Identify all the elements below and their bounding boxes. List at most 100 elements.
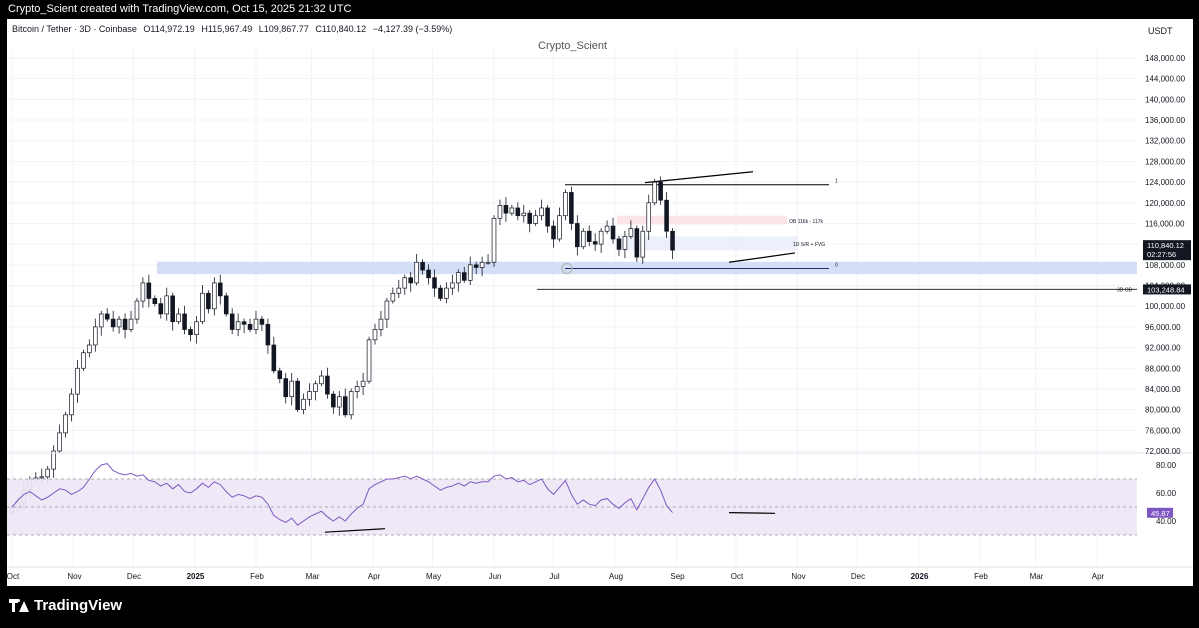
candle — [640, 225, 646, 264]
candle-body — [93, 326, 98, 346]
candle — [670, 228, 675, 259]
candle-body — [235, 321, 241, 330]
legend-close: C110,840.12 — [315, 24, 367, 34]
candle-body — [354, 386, 360, 392]
candle-body — [223, 295, 229, 315]
fib-0-label: 0 — [835, 262, 838, 268]
candle — [229, 308, 235, 335]
candle — [456, 269, 461, 292]
candle-body — [116, 318, 122, 328]
candle-body — [229, 313, 235, 330]
candle-body — [200, 292, 205, 323]
time-tick-label: 2025 — [187, 572, 205, 581]
price-tick-label: 88,000.00 — [1145, 364, 1181, 373]
order-block-zone — [617, 215, 787, 225]
candle — [479, 256, 485, 277]
footer-brand: TradingView — [34, 597, 123, 614]
candle-body — [610, 225, 616, 240]
candle-body — [75, 367, 80, 395]
last-price-value: 110,840.12 — [1147, 241, 1184, 250]
candle-body — [551, 225, 556, 240]
candle-body — [307, 391, 312, 400]
legend-high: H115,967.49 — [201, 24, 253, 34]
candle-body — [539, 207, 544, 217]
candle — [307, 383, 312, 407]
candle — [75, 359, 80, 403]
candle — [87, 339, 92, 358]
price-tick-label: 132,000.00 — [1145, 137, 1186, 146]
candle-body — [467, 264, 473, 281]
candle-body — [444, 287, 449, 299]
candle-body — [295, 380, 300, 410]
candle — [217, 274, 223, 305]
candle — [259, 316, 265, 332]
legend-change: −4,127.39 (−3.59%) — [372, 24, 453, 34]
candle — [348, 388, 354, 420]
candle — [402, 274, 408, 295]
rsi-tick-label: 80.00 — [1156, 461, 1177, 470]
time-tick-label: Apr — [368, 572, 381, 581]
candle — [98, 310, 104, 336]
candle-body — [128, 318, 134, 330]
candle — [283, 372, 289, 404]
candle-body — [69, 393, 74, 416]
candle — [325, 367, 330, 399]
candle-body — [98, 313, 104, 328]
price-tick-label: 128,000.00 — [1145, 157, 1186, 166]
candle — [81, 349, 86, 371]
candle — [331, 391, 336, 414]
candle-body — [491, 217, 497, 263]
price-tick-label: 108,000.00 — [1145, 261, 1186, 270]
candle-body — [396, 287, 402, 294]
ob-price-value: 103,248.84 — [1147, 285, 1185, 294]
candle-body — [372, 329, 378, 341]
chart-canvas[interactable]: 1 0 3D OB OB 116k - 117k 1D S/R + FVG 72,000.… — [7, 19, 1193, 586]
candle — [289, 372, 294, 406]
candle-body — [146, 282, 152, 299]
candle-body — [87, 344, 92, 354]
last-price-tag — [1143, 240, 1191, 261]
candle-body — [646, 202, 652, 232]
candle — [372, 323, 378, 345]
candle-body — [461, 272, 467, 281]
tradingview-logo[interactable]: TradingView — [9, 597, 122, 614]
time-tick-label: Mar — [306, 572, 320, 581]
candle — [438, 285, 443, 302]
candle-body — [122, 318, 128, 330]
candle-body — [408, 277, 413, 284]
candle-body — [319, 375, 324, 385]
candle — [497, 199, 503, 226]
fib-1-label: 1 — [835, 179, 838, 185]
symbol-legend[interactable]: Bitcoin / Tether · 3D · Coinbase O114,97… — [12, 24, 456, 34]
candle — [337, 391, 342, 416]
candle — [188, 326, 193, 342]
candle-body — [45, 468, 50, 478]
rsi-value-tag — [1147, 507, 1173, 518]
candle-body — [212, 282, 217, 310]
candle — [396, 279, 402, 298]
price-tick-label: 76,000.00 — [1145, 426, 1181, 435]
author-watermark: Crypto_Scient — [538, 40, 608, 52]
candle — [604, 220, 610, 234]
candle-body — [658, 181, 663, 201]
candle — [545, 204, 550, 233]
candle-body — [217, 282, 223, 297]
tradingview-logo-icon — [9, 599, 29, 612]
footer-bar: TradingView — [0, 586, 1199, 628]
candle-body — [598, 230, 604, 245]
candle-body — [337, 396, 342, 408]
candle-body — [557, 215, 562, 240]
rsi-tick-label: 60.00 — [1156, 489, 1177, 498]
candle-body — [170, 295, 175, 323]
candle-body — [283, 378, 289, 398]
price-tick-label: 124,000.00 — [1145, 178, 1186, 187]
candle — [622, 230, 628, 259]
rsi-line — [11, 463, 673, 526]
price-tick-label: 120,000.00 — [1145, 199, 1186, 208]
currency-label[interactable]: USDT — [1148, 26, 1173, 36]
candle — [194, 316, 199, 344]
candle-body — [325, 375, 330, 395]
sr-fvg-zone — [617, 236, 797, 251]
candle — [241, 318, 247, 334]
candle — [491, 215, 497, 267]
